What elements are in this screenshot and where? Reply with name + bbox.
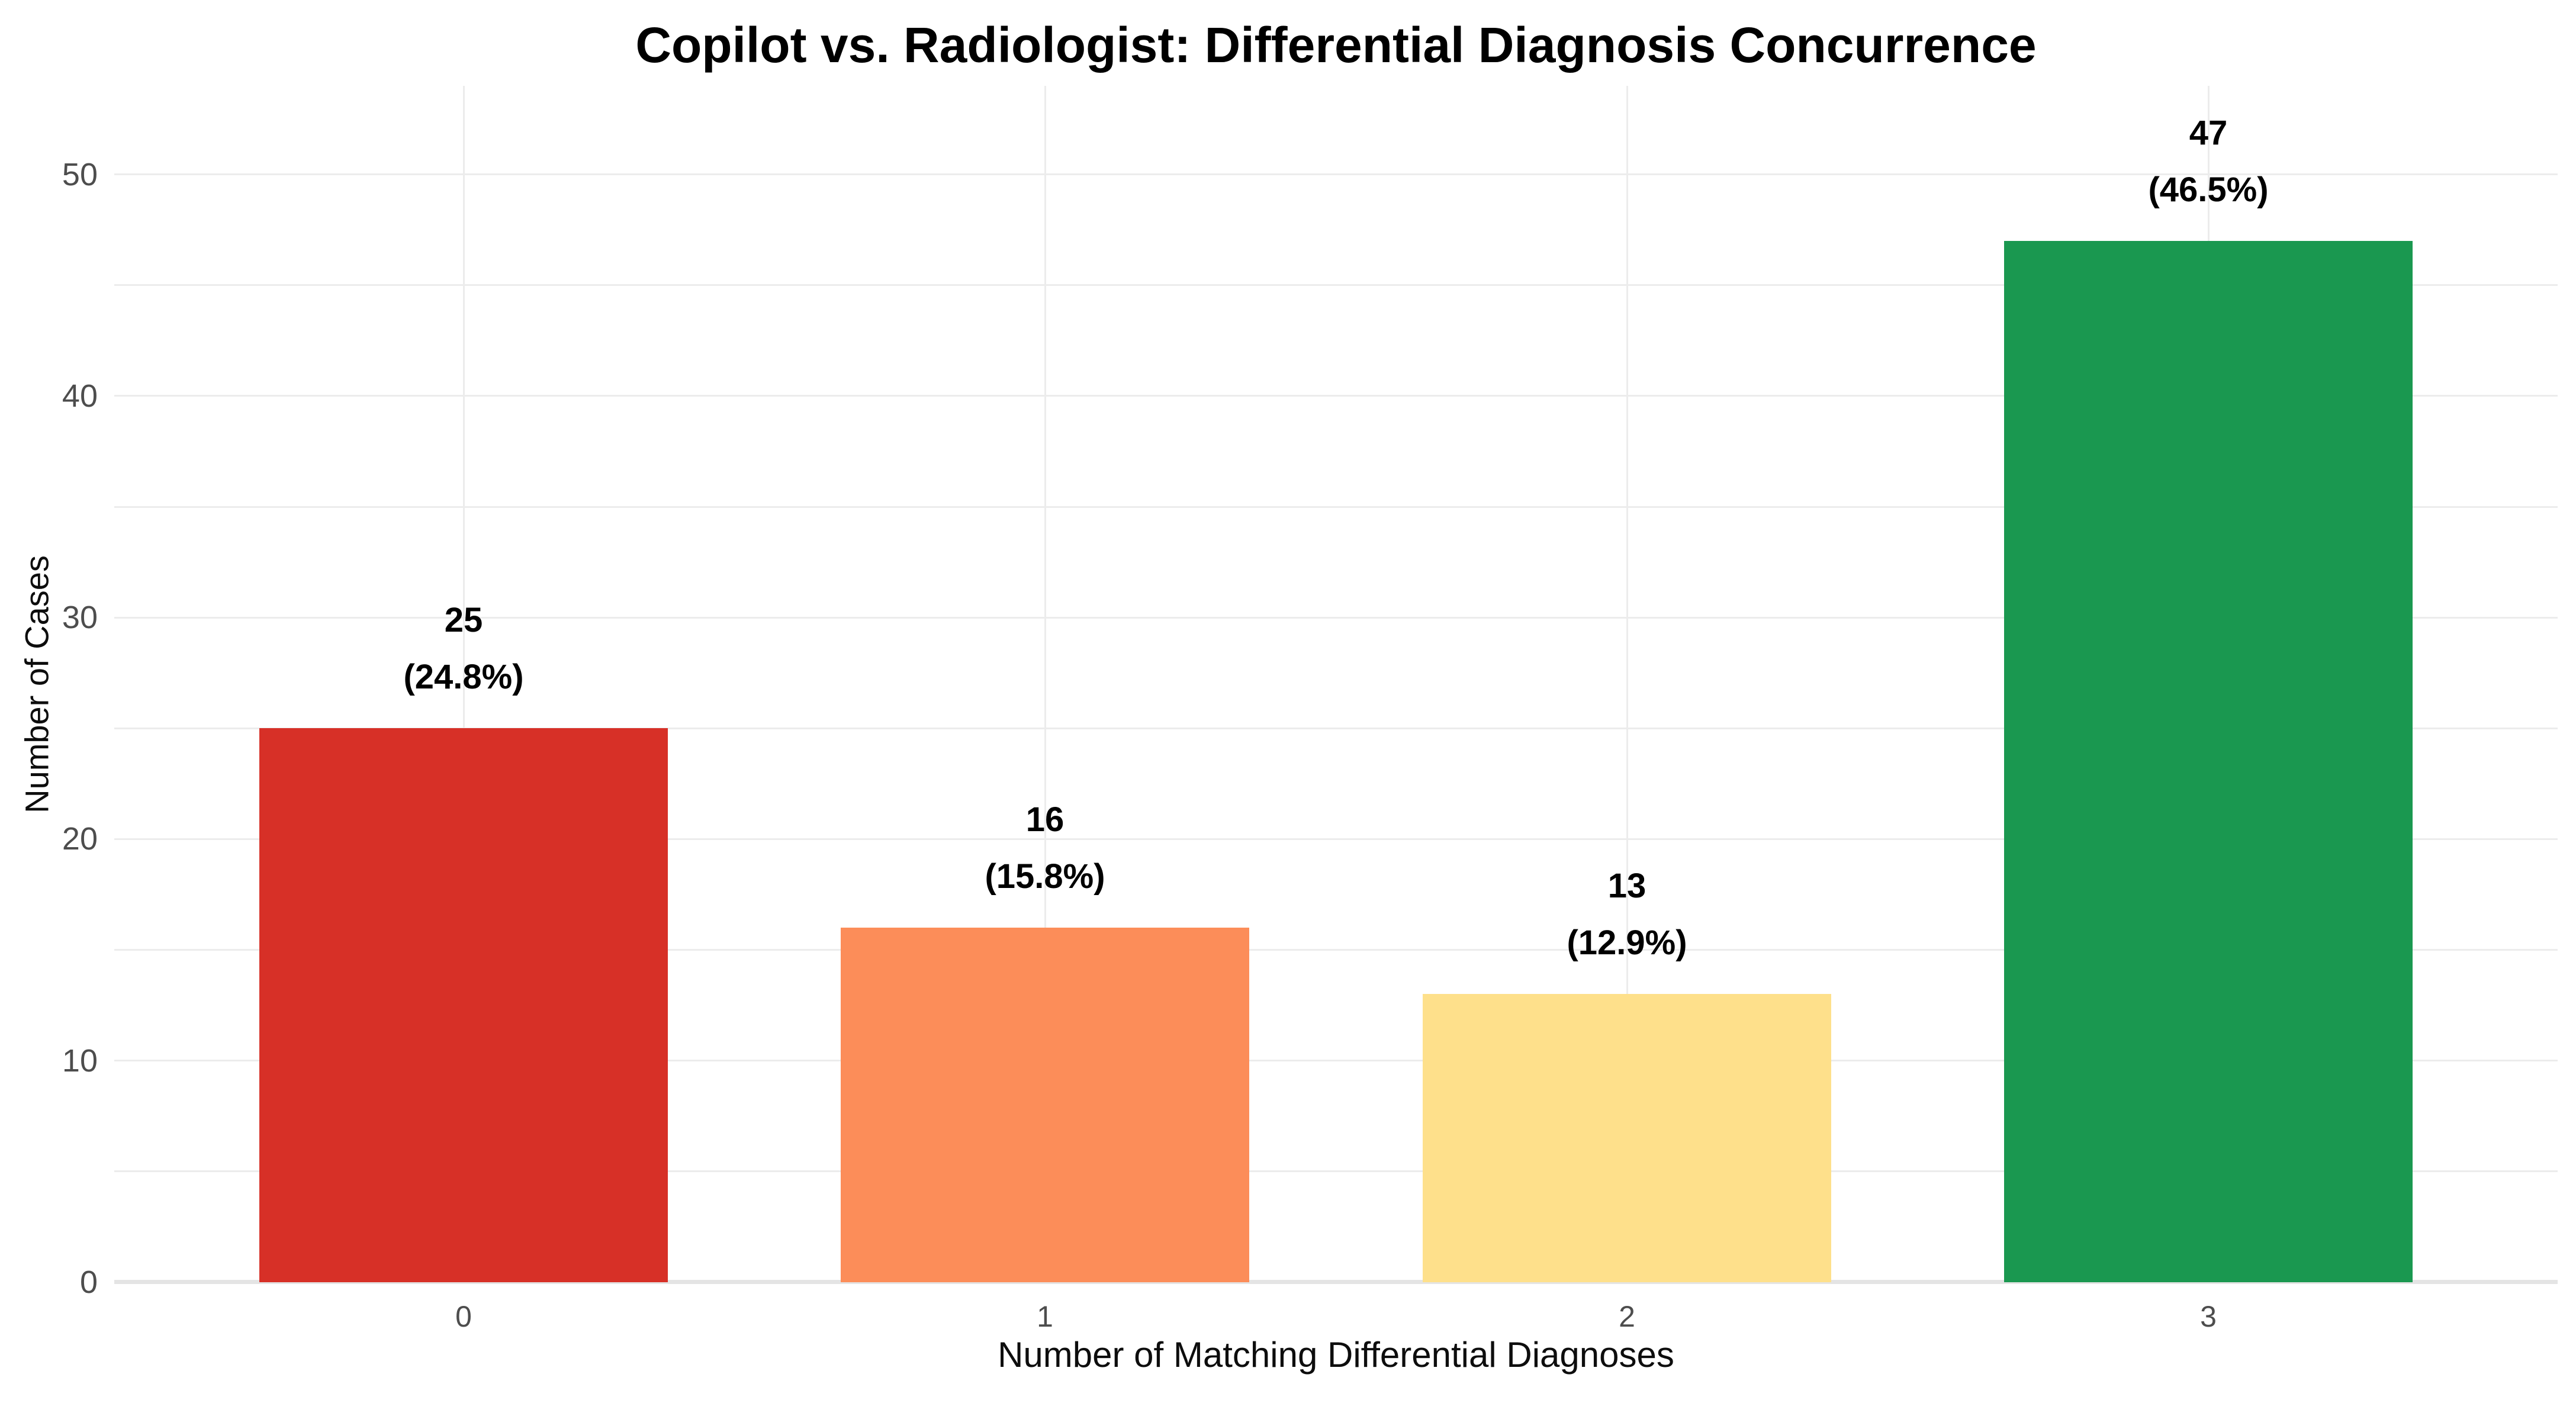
bar-category-0 bbox=[259, 728, 668, 1282]
y-tick-label: 50 bbox=[62, 156, 98, 192]
horizontal-gridline bbox=[114, 1060, 2558, 1062]
y-tick-label: 20 bbox=[62, 821, 98, 857]
chart-title: Copilot vs. Radiologist: Differential Di… bbox=[635, 17, 2037, 73]
y-tick-label: 10 bbox=[62, 1042, 98, 1079]
bar-count-label: 25 bbox=[444, 601, 483, 640]
horizontal-gridline bbox=[114, 616, 2558, 619]
y-tick-label: 0 bbox=[79, 1264, 98, 1300]
x-tick-label: 2 bbox=[1619, 1300, 1635, 1333]
bar-percent-label: (24.8%) bbox=[403, 658, 524, 697]
y-tick-label: 40 bbox=[62, 378, 98, 414]
bar-count-label: 47 bbox=[2189, 113, 2228, 152]
x-tick-label: 3 bbox=[2200, 1300, 2217, 1333]
horizontal-gridline bbox=[114, 506, 2558, 508]
vertical-gridline bbox=[462, 86, 465, 1282]
bar-count-label: 16 bbox=[1025, 800, 1065, 839]
bar-percent-label: (46.5%) bbox=[2148, 170, 2269, 209]
horizontal-gridline bbox=[114, 284, 2558, 287]
y-tick-label: 30 bbox=[62, 600, 98, 636]
bar-percent-label: (12.9%) bbox=[1567, 923, 1687, 963]
horizontal-gridline bbox=[114, 395, 2558, 397]
bar-count-label: 13 bbox=[1607, 867, 1646, 906]
vertical-gridline bbox=[1044, 86, 1046, 1282]
plot-area: 25 (24.8%) 16 (15.8%) 13 (12.9%) 47 (46.5%) bbox=[114, 86, 2558, 1284]
bar-value-label: 16 (15.8%) bbox=[754, 791, 1336, 905]
x-tick-label: 0 bbox=[455, 1300, 472, 1333]
y-axis-title: Number of Cases bbox=[18, 555, 56, 813]
bar-category-1 bbox=[841, 928, 1249, 1282]
horizontal-gridline bbox=[114, 1170, 2558, 1173]
bar-percent-label: (15.8%) bbox=[985, 857, 1105, 896]
horizontal-gridline bbox=[114, 727, 2558, 729]
bar-value-label: 47 (46.5%) bbox=[1918, 105, 2499, 218]
x-axis-title: Number of Matching Differential Diagnose… bbox=[998, 1335, 1674, 1375]
horizontal-gridline bbox=[114, 173, 2558, 176]
vertical-gridline bbox=[1626, 86, 1628, 1282]
bar-value-label: 25 (24.8%) bbox=[173, 592, 754, 706]
bar-value-label: 13 (12.9%) bbox=[1336, 858, 1918, 971]
horizontal-gridline bbox=[114, 838, 2558, 840]
bar-category-2 bbox=[1423, 994, 1831, 1282]
x-axis-line bbox=[114, 1280, 2558, 1284]
x-tick-label: 1 bbox=[1037, 1300, 1053, 1333]
horizontal-gridline bbox=[114, 949, 2558, 951]
bar-category-3 bbox=[2004, 240, 2413, 1282]
